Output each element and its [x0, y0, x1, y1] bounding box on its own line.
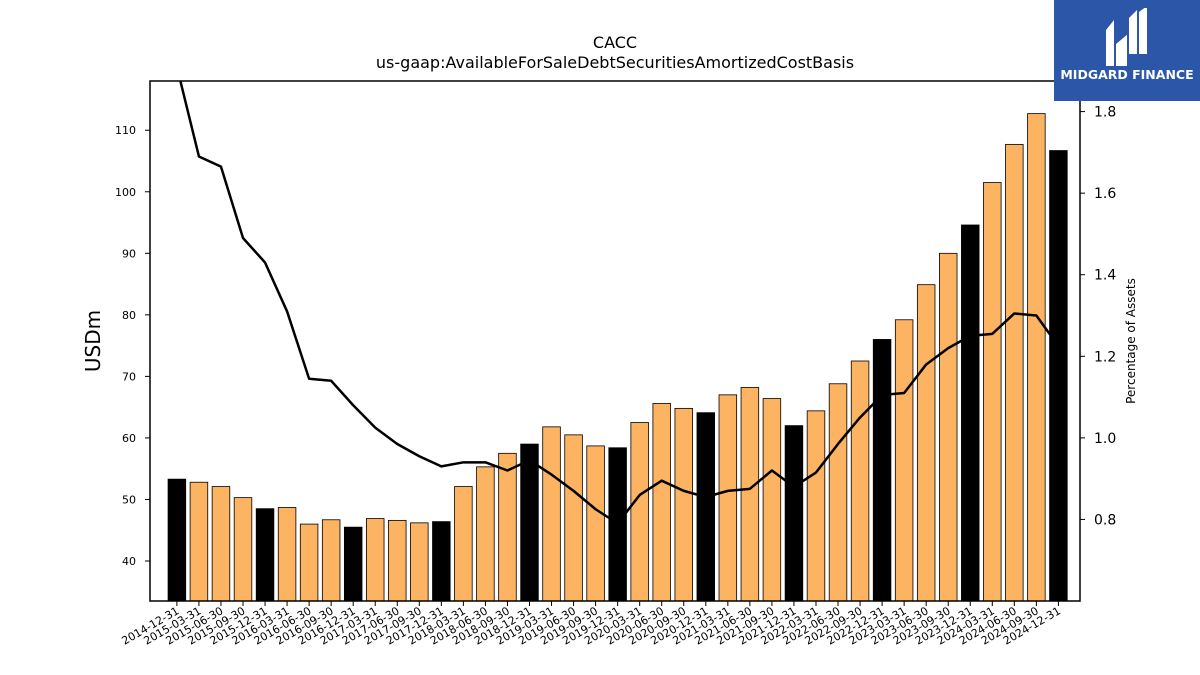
chart-subtitle: us-gaap:AvailableForSaleDebtSecuritiesAm…: [376, 53, 854, 72]
bar-2014-12-31: [167, 478, 187, 602]
bar-2017-06-30: [388, 519, 407, 602]
bar-2023-06-30: [916, 284, 936, 602]
bar-2024-03-31: [983, 182, 1002, 602]
bar-2020-03-31: [630, 422, 649, 602]
y-tick-label: 90: [122, 247, 136, 260]
y-tick-label: 100: [115, 186, 136, 199]
bar-2016-06-30: [299, 523, 319, 602]
logo-text: MIDGARD FINANCE: [1060, 67, 1194, 82]
bar-2017-09-30: [410, 522, 429, 602]
bar-2021-03-31: [718, 394, 738, 602]
bar-2015-03-31: [189, 481, 209, 602]
bar-2018-06-30: [476, 466, 495, 602]
bar-2022-03-31: [806, 410, 826, 602]
bar-2017-03-31: [366, 518, 385, 602]
y-tick-label: 70: [122, 370, 136, 383]
percentage-line: [179, 81, 1060, 525]
bar-2015-12-31: [255, 508, 275, 602]
bar-2021-12-31: [784, 425, 804, 602]
bar-2020-09-30: [674, 407, 693, 602]
bar-2024-06-30: [1005, 143, 1024, 602]
bar-2019-06-30: [564, 434, 583, 602]
y2-tick-label: 1.0: [1094, 431, 1116, 447]
y-tick-label: 60: [122, 432, 136, 445]
y2-tick-label: 1.4: [1094, 268, 1116, 284]
bar-2023-09-30: [939, 252, 958, 602]
bar-2022-12-31: [872, 339, 892, 602]
bar-2019-09-30: [586, 445, 605, 602]
bar-2016-12-31: [343, 526, 363, 602]
bar-2022-06-30: [828, 383, 848, 602]
bar-2022-09-30: [850, 360, 870, 602]
y-tick-label: 40: [122, 555, 136, 568]
y-tick-label: 50: [122, 493, 136, 506]
y-axis-label: USDm: [81, 310, 105, 372]
chart-title: CACC: [593, 33, 637, 52]
bar-2018-09-30: [498, 452, 517, 602]
y2-tick-label: 1.8: [1094, 105, 1116, 121]
bar-2021-09-30: [762, 398, 782, 602]
bar-2018-03-31: [454, 486, 473, 602]
bar-2019-03-31: [542, 426, 561, 602]
bar-2020-12-31: [696, 412, 716, 602]
bar-2015-09-30: [233, 497, 253, 602]
y2-tick-label: 1.2: [1094, 349, 1116, 365]
bar-2018-12-31: [520, 443, 539, 602]
bar-2023-12-31: [961, 224, 980, 602]
bar-2017-12-31: [432, 521, 451, 602]
y2-tick-label: 0.8: [1094, 512, 1116, 528]
y2-tick-label: 1.6: [1094, 186, 1116, 202]
bar-2023-03-31: [894, 319, 914, 602]
plot-frame: [149, 80, 1081, 602]
bar-2024-12-31: [1049, 150, 1068, 602]
bar-2016-03-31: [277, 507, 297, 602]
bar-2020-06-30: [652, 403, 671, 602]
bar-2024-09-30: [1027, 113, 1046, 602]
y-tick-label: 110: [115, 124, 136, 137]
bar-2016-09-30: [321, 519, 341, 602]
midgard-logo-icon: [1106, 8, 1147, 66]
y2-axis-label: Percentage of Assets: [1124, 278, 1138, 404]
bar-2015-06-30: [211, 486, 231, 602]
midgard-finance-logo: MIDGARD FINANCE: [1054, 0, 1200, 101]
y-tick-label: 80: [122, 309, 136, 322]
bar-2021-06-30: [740, 387, 760, 602]
